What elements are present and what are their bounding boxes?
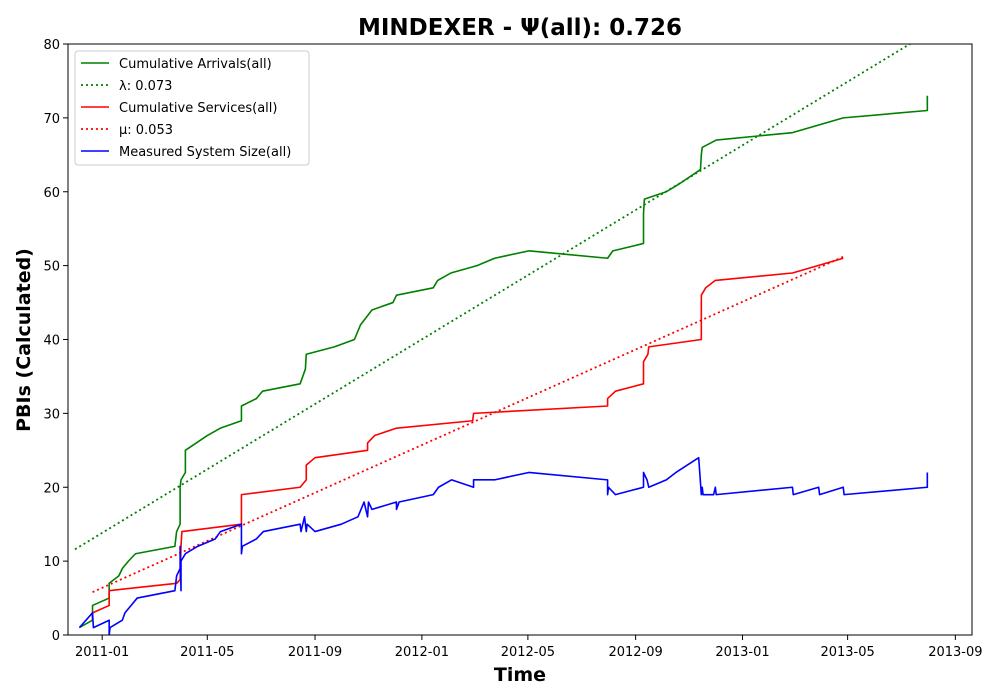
y-tick-label: 50 [43,260,60,275]
y-tick-label: 20 [43,481,60,496]
series-line-3 [92,255,846,593]
legend-label: Cumulative Services(all) [119,101,277,116]
x-tick-label: 2012-01 [395,645,449,660]
series-line-1 [74,44,912,551]
x-tick-label: 2011-05 [180,645,234,660]
y-tick-label: 0 [52,629,60,644]
x-tick-label: 2013-09 [928,645,982,660]
plot-lines [74,44,929,635]
y-axis-label: PBIs (Calculated) [13,248,35,432]
y-axis-ticks: 0 10 20 30 40 50 60 70 80 [43,38,68,644]
series-line-0 [78,95,929,629]
x-tick-label: 2013-05 [820,645,874,660]
legend-label: Cumulative Arrivals(all) [119,57,272,72]
chart-title: MINDEXER - Ψ(all): 0.726 [358,15,682,41]
y-tick-label: 80 [43,38,60,53]
x-tick-label: 2012-09 [608,645,662,660]
y-tick-label: 10 [43,555,60,570]
x-tick-label: 2013-01 [715,645,769,660]
legend-label: Measured System Size(all) [119,145,291,160]
legend-box [74,50,310,166]
x-axis-label: Time [494,664,546,686]
series-line-4 [78,456,929,635]
y-tick-label: 60 [43,186,60,201]
y-tick-label: 30 [43,407,60,422]
legend-label: λ: 0.073 [119,79,172,94]
x-tick-label: 2011-01 [75,645,129,660]
x-tick-label: 2011-09 [288,645,342,660]
x-axis-ticks: 2011-01 2011-05 2011-09 2012-01 2012-05 2012-… [75,635,983,660]
y-tick-label: 40 [43,334,60,349]
series-line-2 [91,257,844,621]
legend: Cumulative Arrivals(all) λ: 0.073 Cumulati… [74,50,310,166]
y-tick-label: 70 [43,112,60,127]
x-tick-label: 2012-05 [501,645,555,660]
legend-label: μ: 0.053 [119,123,173,138]
